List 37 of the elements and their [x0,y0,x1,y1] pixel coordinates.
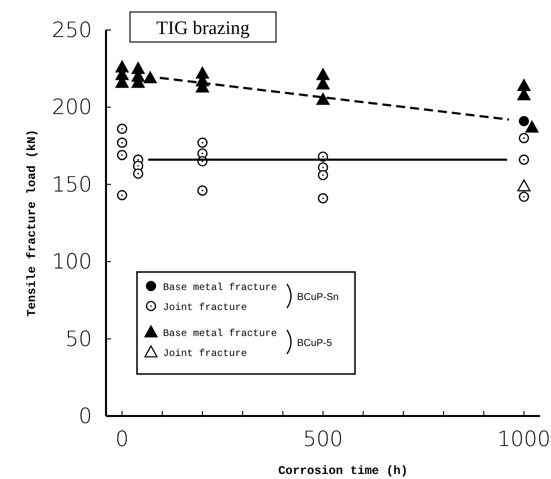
point [518,132,530,144]
y-tick-label: 50 [65,326,92,351]
x-tick-label: 500 [302,427,344,451]
point [316,68,330,80]
point [116,124,128,134]
annotation: BCuP-Sn [297,292,339,303]
point [318,193,328,204]
point [525,120,539,133]
annotation: BCuP-5 [297,338,332,349]
y-tick-label: 200 [52,95,92,120]
y-tick-label: 150 [52,172,92,196]
point [316,92,330,105]
legend-label: Joint fracture [163,302,248,314]
point [518,116,530,126]
legend-label: Base metal fracture [163,328,278,340]
legend-label: Base metal fracture [163,282,278,294]
point [518,192,530,202]
point [116,138,128,148]
point [133,168,144,179]
y-tick-label: 0 [78,404,92,428]
point [197,185,208,196]
point [517,78,531,91]
x-axis-title: Corrosion time (h) [278,464,408,478]
point [517,179,531,192]
point [518,154,530,165]
point [197,138,208,148]
point [144,71,157,84]
point [318,170,328,180]
x-tick-label: 0 [115,427,129,451]
point [116,150,128,160]
point [116,190,128,200]
y-tick-label: 100 [52,250,92,274]
chart-title: TIG brazing [156,18,250,39]
y-tick-label: 250 [52,18,92,42]
x-tick-label: 1000 [497,427,551,451]
legend-label: Joint fracture [163,348,248,360]
y-axis-title: Tensile fracture load (kN) [25,129,39,317]
